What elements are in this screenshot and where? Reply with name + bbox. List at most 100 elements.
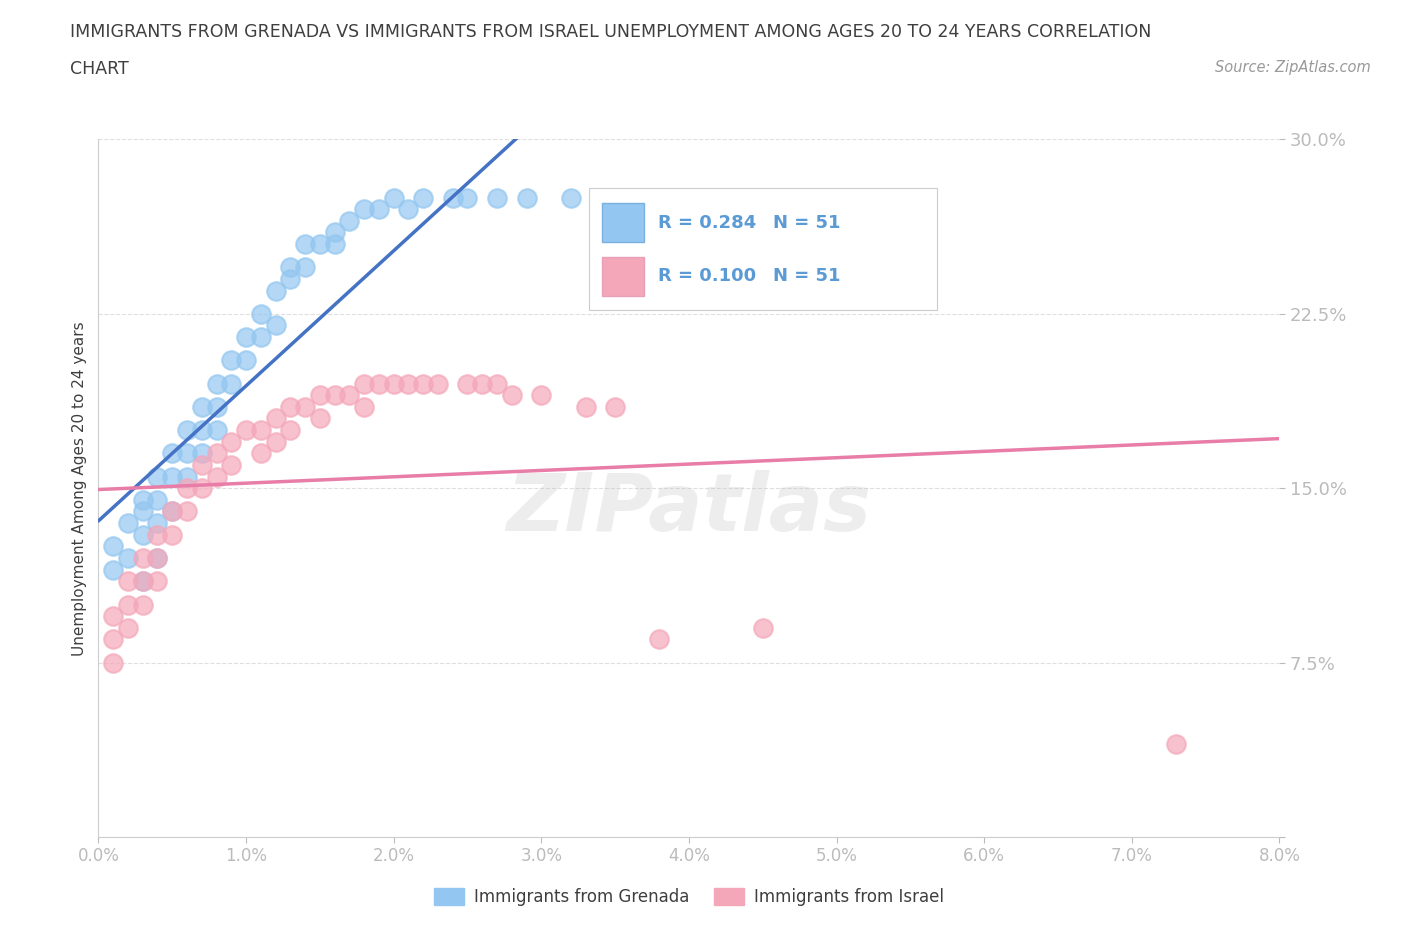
Point: [530, 388, 553, 403]
Point: [132, 504, 155, 519]
Point: [205, 400, 228, 415]
Text: R = 0.284: R = 0.284: [658, 214, 756, 232]
Point: [103, 539, 124, 554]
Point: [162, 504, 183, 519]
Point: [250, 330, 273, 345]
Point: [191, 458, 214, 472]
Text: IMMIGRANTS FROM GRENADA VS IMMIGRANTS FROM ISRAEL UNEMPLOYMENT AMONG AGES 20 TO : IMMIGRANTS FROM GRENADA VS IMMIGRANTS FR…: [70, 23, 1152, 41]
Point: [353, 376, 375, 391]
Point: [235, 330, 257, 345]
Point: [412, 190, 434, 205]
Point: [103, 609, 124, 624]
Point: [278, 272, 301, 286]
Point: [235, 352, 257, 367]
Point: [250, 422, 273, 438]
Y-axis label: Unemployment Among Ages 20 to 24 years: Unemployment Among Ages 20 to 24 years: [72, 321, 87, 656]
Point: [162, 527, 183, 542]
Point: [205, 422, 228, 438]
Point: [205, 445, 228, 460]
Point: [219, 458, 242, 472]
Point: [250, 307, 273, 322]
FancyBboxPatch shape: [589, 189, 936, 311]
Point: [132, 597, 155, 612]
Point: [367, 202, 389, 217]
Point: [294, 237, 316, 252]
Point: [323, 225, 346, 240]
Text: R = 0.100: R = 0.100: [658, 267, 756, 286]
Point: [103, 655, 124, 670]
Point: [219, 434, 242, 449]
Point: [162, 469, 183, 484]
Legend: Immigrants from Grenada, Immigrants from Israel: Immigrants from Grenada, Immigrants from…: [427, 881, 950, 912]
Text: ZIPatlas: ZIPatlas: [506, 471, 872, 548]
Point: [308, 388, 332, 403]
Point: [648, 632, 671, 647]
Point: [103, 632, 124, 647]
Point: [426, 376, 449, 391]
Text: Source: ZipAtlas.com: Source: ZipAtlas.com: [1215, 60, 1371, 75]
Point: [396, 202, 419, 217]
Point: [396, 376, 419, 391]
Point: [456, 376, 478, 391]
Point: [456, 190, 478, 205]
Point: [353, 400, 375, 415]
Point: [382, 190, 405, 205]
Point: [132, 574, 155, 589]
Point: [294, 259, 316, 275]
Point: [441, 190, 464, 205]
Point: [367, 376, 389, 391]
Point: [264, 434, 287, 449]
Point: [191, 481, 214, 496]
Point: [485, 190, 508, 205]
Point: [132, 574, 155, 589]
Point: [1164, 737, 1187, 751]
Point: [337, 388, 360, 403]
Point: [191, 400, 214, 415]
Point: [308, 411, 332, 426]
Point: [117, 597, 139, 612]
Point: [323, 237, 346, 252]
Point: [353, 202, 375, 217]
Point: [191, 422, 214, 438]
Point: [176, 481, 198, 496]
Text: CHART: CHART: [70, 60, 129, 78]
Point: [146, 469, 169, 484]
Point: [235, 422, 257, 438]
Bar: [603, 257, 644, 296]
Point: [323, 388, 346, 403]
Point: [501, 388, 523, 403]
Text: N = 51: N = 51: [773, 267, 841, 286]
Point: [278, 422, 301, 438]
Point: [162, 445, 183, 460]
Point: [132, 551, 155, 565]
Point: [132, 493, 155, 508]
Point: [103, 562, 124, 577]
Point: [205, 469, 228, 484]
Point: [560, 190, 582, 205]
Bar: [603, 203, 644, 242]
Point: [574, 400, 596, 415]
Point: [605, 400, 627, 415]
Point: [146, 527, 169, 542]
Point: [117, 620, 139, 635]
Point: [176, 445, 198, 460]
Point: [132, 527, 155, 542]
Point: [515, 190, 537, 205]
Point: [264, 411, 287, 426]
Point: [146, 551, 169, 565]
Point: [205, 376, 228, 391]
Point: [264, 283, 287, 298]
Point: [471, 376, 494, 391]
Point: [485, 376, 508, 391]
Point: [412, 376, 434, 391]
Point: [117, 515, 139, 530]
Point: [250, 445, 273, 460]
Point: [146, 493, 169, 508]
Point: [176, 504, 198, 519]
Text: N = 51: N = 51: [773, 214, 841, 232]
Point: [117, 551, 139, 565]
Point: [264, 318, 287, 333]
Point: [219, 352, 242, 367]
Point: [219, 376, 242, 391]
Point: [648, 190, 671, 205]
